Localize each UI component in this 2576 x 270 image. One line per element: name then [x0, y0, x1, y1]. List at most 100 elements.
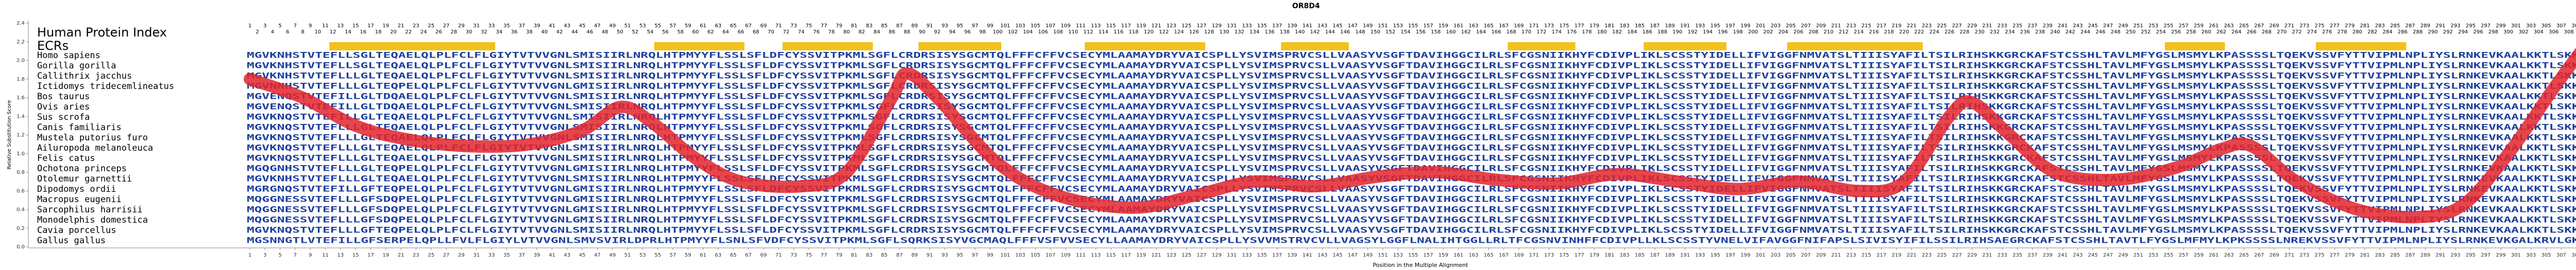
- protein-index: 203: [1771, 23, 1781, 29]
- sequence: MGVKNQSTVTEFLLLGLTEQAELQLPLFCLFLGIYTVTVV…: [247, 153, 2576, 163]
- axis-layer: 0.0 0.2 0.4 0.6 0.8 1.0 1.2 1.4 1.6 1.8 2.0 2.2 2.4 1…: [16, 21, 2576, 258]
- x-tick-label: 51: [624, 253, 631, 258]
- protein-index: 224: [1929, 29, 1939, 35]
- protein-index: 309: [2571, 23, 2576, 29]
- protein-index: 19: [383, 23, 389, 29]
- ecr-box: [1507, 42, 1575, 50]
- x-tick-label: 153: [1393, 253, 1403, 258]
- x-tick-label: 103: [1015, 253, 1025, 258]
- protein-index: 23: [413, 23, 419, 29]
- sequence: MGVKNQSTVTEFLLLGFTEQPELQLPLFCLFLGIYTVTVV…: [247, 225, 2576, 235]
- x-tick-label: 101: [1001, 253, 1010, 258]
- protein-index: 204: [1778, 29, 1788, 35]
- protein-index: 18: [375, 29, 382, 35]
- protein-index: 113: [1091, 23, 1101, 29]
- x-tick-label: 23: [413, 253, 419, 258]
- protein-index: 192: [1688, 29, 1698, 35]
- x-tick-label: 77: [821, 253, 827, 258]
- species-name: Macropus eugenii: [37, 194, 122, 205]
- protein-index: 220: [1899, 29, 1909, 35]
- protein-index: 307: [2556, 23, 2566, 29]
- protein-index: 158: [1431, 29, 1440, 35]
- protein-index: 119: [1136, 23, 1146, 29]
- x-tick-label: 169: [1514, 253, 1524, 258]
- x-tick-label: 21: [398, 253, 404, 258]
- protein-index: 273: [2299, 23, 2309, 29]
- x-tick-label: 281: [2360, 253, 2370, 258]
- protein-index: 183: [1620, 23, 1630, 29]
- protein-index: 304: [2534, 29, 2544, 35]
- protein-index: 229: [1967, 23, 1977, 29]
- protein-index: 301: [2511, 23, 2521, 29]
- protein-index: 147: [1348, 23, 1358, 29]
- x-tick-label: 305: [2541, 253, 2551, 258]
- x-tick-label: 113: [1091, 253, 1101, 258]
- protein-index: 31: [473, 23, 480, 29]
- chart-title: OR8D4: [1292, 2, 1320, 10]
- y-axis-label: Relative Substitution Score: [7, 100, 12, 169]
- x-tick-label: 55: [654, 253, 661, 258]
- protein-index: 168: [1506, 29, 1516, 35]
- protein-index: 167: [1499, 23, 1509, 29]
- protein-index: 116: [1114, 29, 1124, 35]
- protein-index: 162: [1461, 29, 1471, 35]
- x-tick-label: 213: [1846, 253, 1856, 258]
- protein-index: 267: [2254, 23, 2264, 29]
- protein-index: 77: [821, 23, 827, 29]
- x-tick-label: 53: [639, 253, 646, 258]
- protein-index: 11: [322, 23, 329, 29]
- protein-index: 17: [367, 23, 374, 29]
- protein-index: 46: [586, 29, 593, 35]
- protein-index: 264: [2231, 29, 2241, 35]
- x-tick-label: 141: [1302, 253, 1312, 258]
- protein-index: 137: [1272, 23, 1282, 29]
- index-label: Human Protein Index: [37, 25, 167, 40]
- protein-index: 259: [2194, 23, 2204, 29]
- protein-index: 124: [1174, 29, 1184, 35]
- x-tick-label: 121: [1151, 253, 1161, 258]
- protein-index: 256: [2171, 29, 2181, 35]
- species-name: Dipodomys ordii: [37, 184, 116, 194]
- protein-index: 187: [1650, 23, 1659, 29]
- x-tick-label: 1: [248, 253, 251, 258]
- protein-index: 258: [2186, 29, 2196, 35]
- x-tick-label: 309: [2571, 253, 2576, 258]
- protein-index: 283: [2375, 23, 2385, 29]
- protein-index: 73: [790, 23, 797, 29]
- protein-index: 171: [1529, 23, 1539, 29]
- x-tick-label: 49: [609, 253, 616, 258]
- protein-index: 2: [256, 29, 259, 35]
- protein-index: 172: [1537, 29, 1547, 35]
- protein-index: 68: [753, 29, 759, 35]
- x-tick-label: 137: [1272, 253, 1282, 258]
- y-tick-label: 0.2: [16, 226, 25, 231]
- sequence: MGVKNHSTVTEFLLSGLTEQAELQLPLFCLFLGIYTVTVV…: [247, 50, 2576, 60]
- protein-index: 27: [443, 23, 450, 29]
- protein-index: 272: [2292, 29, 2302, 35]
- protein-index: 32: [481, 29, 487, 35]
- x-tick-label: 295: [2466, 253, 2476, 258]
- protein-index: 93: [941, 23, 948, 29]
- x-tick-label: 19: [383, 253, 389, 258]
- protein-index: 291: [2435, 23, 2445, 29]
- x-tick-label: 265: [2239, 253, 2249, 258]
- protein-index: 175: [1560, 23, 1569, 29]
- protein-index: 6: [286, 29, 289, 35]
- x-tick-label: 187: [1650, 253, 1659, 258]
- protein-index: 161: [1453, 23, 1463, 29]
- protein-index: 179: [1589, 23, 1599, 29]
- protein-index: 247: [2103, 23, 2113, 29]
- protein-index: 297: [2481, 23, 2490, 29]
- protein-index: 53: [639, 23, 646, 29]
- protein-index: 270: [2277, 29, 2286, 35]
- protein-index: 57: [670, 23, 676, 29]
- protein-index: 303: [2526, 23, 2536, 29]
- x-tick-label: 135: [1257, 253, 1267, 258]
- protein-index: 181: [1604, 23, 1614, 29]
- x-tick-label: 225: [1937, 253, 1947, 258]
- x-tick-label: 211: [1831, 253, 1841, 258]
- x-tick-label: 25: [428, 253, 435, 258]
- sequence: MQGGNESSVTEFLLLGFSDQPELQLPLFCLFLGIYTVTVV…: [247, 194, 2576, 204]
- protein-index: 185: [1635, 23, 1645, 29]
- protein-index: 197: [1725, 23, 1735, 29]
